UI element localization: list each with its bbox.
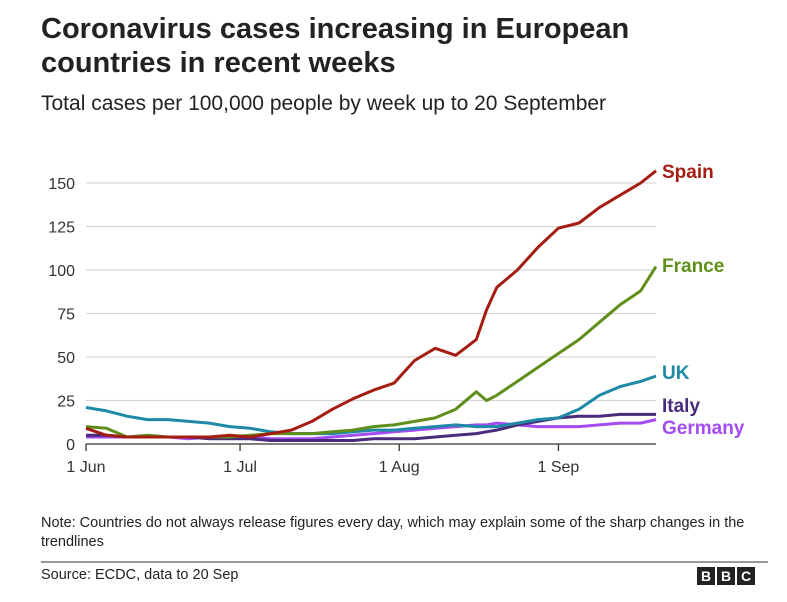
- y-tick-label: 100: [48, 263, 75, 280]
- series-label-italy: Italy: [662, 396, 700, 417]
- x-tick-label: 1 Jul: [223, 459, 257, 476]
- y-tick-label: 150: [48, 176, 75, 193]
- series-label-france: France: [662, 256, 724, 277]
- chart-note: Note: Countries do not always release fi…: [41, 515, 745, 550]
- x-tick-label: 1 Jun: [66, 459, 105, 476]
- bbc-logo-letter: C: [737, 567, 755, 585]
- chart-title: Coronavirus cases increasing in European…: [41, 13, 630, 79]
- series-label-germany: Germany: [662, 418, 745, 439]
- bbc-logo-letter: B: [717, 567, 735, 585]
- y-tick-label: 125: [48, 220, 75, 237]
- x-tick-label: 1 Aug: [379, 459, 420, 476]
- y-tick-label: 50: [57, 350, 75, 367]
- series-label-spain: Spain: [662, 162, 714, 183]
- footer-divider: [41, 561, 768, 563]
- y-tick-label: 25: [57, 394, 75, 411]
- bbc-logo: B B C: [697, 567, 755, 585]
- series-lines: [85, 169, 658, 442]
- x-axis: 1 Jun 1 Jul 1 Aug 1 Sep: [66, 443, 656, 476]
- x-tick-label: 1 Sep: [538, 459, 580, 476]
- source-text: Source: ECDC, data to 20 Sep: [41, 567, 239, 583]
- series-line-uk: [85, 374, 657, 436]
- line-chart: 0 25 50 75 100 125 150 1 Jun 1 Jul 1 Aug 1 Sep Ge…: [48, 162, 745, 476]
- gridlines: [86, 182, 656, 402]
- y-tick-label: 75: [57, 307, 75, 324]
- chart-subtitle: Total cases per 100,000 people by week u…: [41, 92, 607, 115]
- y-axis-ticks: 0 25 50 75 100 125 150: [48, 176, 75, 454]
- series-label-uk: UK: [662, 363, 690, 384]
- bbc-logo-letter: B: [697, 567, 715, 585]
- series-line-spain: [85, 169, 657, 439]
- y-tick-label: 0: [66, 437, 75, 454]
